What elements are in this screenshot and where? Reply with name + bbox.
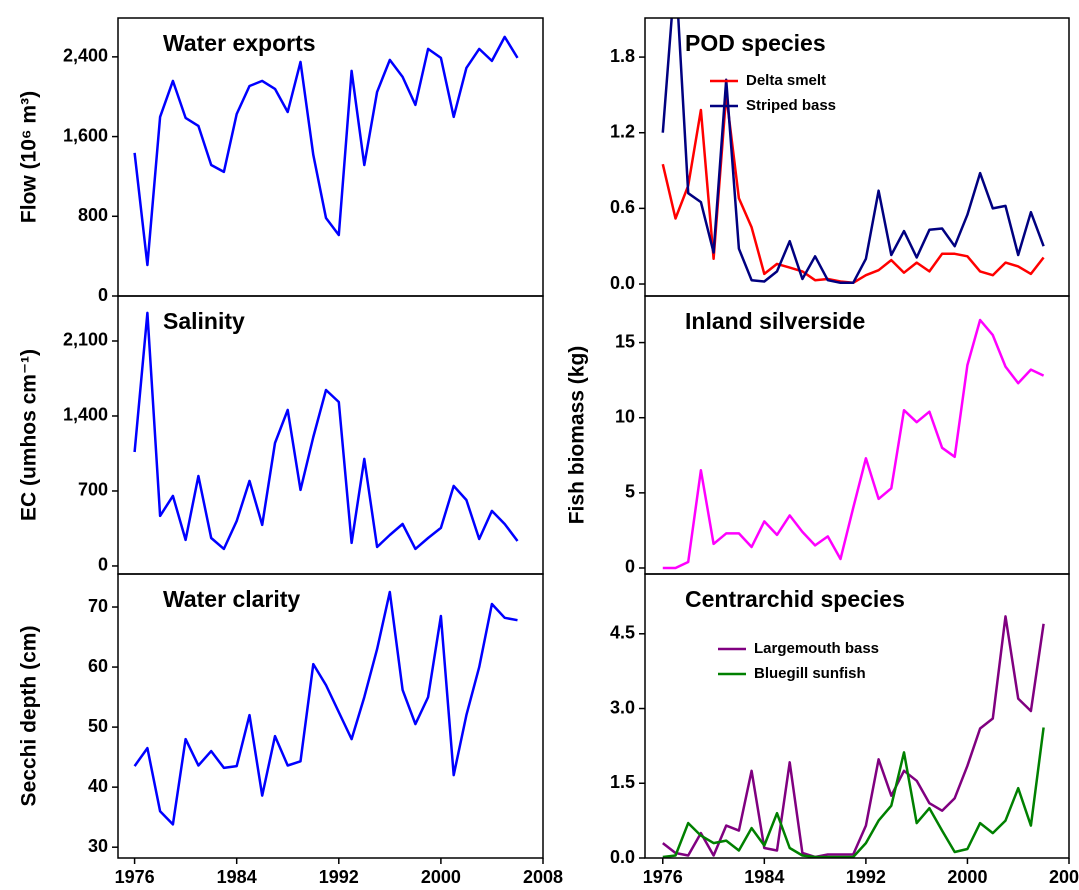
legend-label: Bluegill sunfish [754, 665, 866, 682]
y-tick-label: 1,400 [63, 405, 108, 425]
y-axis-label: Flow (10⁶ m³) [18, 91, 41, 223]
plot-frame [117, 17, 544, 297]
y-tick-label: 3.0 [610, 697, 635, 717]
y-tick-label: 0 [625, 557, 635, 577]
y-tick-label: 1.8 [610, 46, 635, 66]
panel: 0.0 1.5 3.0 4.5 1976 1984 1992 2000 2008 Centrarc… [610, 573, 1079, 887]
y-tick-label: 10 [615, 406, 635, 426]
x-tick-label: 2000 [947, 867, 987, 887]
y-tick-label: 0 [98, 285, 108, 305]
plot-frame [117, 295, 544, 575]
panel: 0.0 0.6 1.2 1.8 POD species Delta smelt Stripe… [610, 17, 1070, 297]
plot-frame [644, 295, 1070, 575]
y-tick-label: 800 [78, 205, 108, 225]
x-tick-label: 2008 [523, 867, 563, 887]
y-tick-label: 0.6 [610, 197, 635, 217]
x-tick-label: 1976 [643, 867, 683, 887]
panel: 0 800 1,600 2,400 Water exports Flow (10⁶ m³) [18, 17, 544, 305]
y-tick-label: 1.5 [610, 772, 635, 792]
legend-label: Striped bass [746, 97, 836, 114]
y-axis-label: Secchi depth (cm) [18, 626, 41, 807]
panel-title: Water exports [163, 30, 316, 56]
y-tick-label: 700 [78, 480, 108, 500]
y-axis-label: EC (umhos cm⁻¹) [18, 349, 41, 521]
y-tick-label: 5 [625, 482, 635, 502]
y-tick-label: 0 [98, 555, 108, 575]
panel-title: Salinity [163, 308, 245, 334]
x-tick-label: 1984 [217, 867, 257, 887]
panel-title: POD species [685, 30, 826, 56]
y-tick-label: 2,100 [63, 330, 108, 350]
panel: 30 40 50 60 70 1976 1984 1992 2000 2008 Water clar… [18, 573, 563, 887]
plot-frame [117, 573, 544, 859]
legend-label: Largemouth bass [754, 640, 879, 657]
data-line [133, 590, 518, 826]
x-tick-label: 2008 [1049, 867, 1079, 887]
x-tick-label: 1992 [846, 867, 886, 887]
y-tick-label: 70 [88, 596, 108, 616]
y-tick-label: 0.0 [610, 847, 635, 867]
panel-title: Centrarchid species [685, 586, 905, 612]
panel-title: Inland silverside [685, 308, 865, 334]
panel: 0 700 1,400 2,100 Salinity EC (umhos cm⁻¹) [18, 295, 544, 575]
x-tick-label: 1992 [319, 867, 359, 887]
data-line [133, 35, 519, 267]
y-tick-label: 30 [88, 836, 108, 856]
y-tick-label: 0.0 [610, 273, 635, 293]
y-tick-label: 1,600 [63, 125, 108, 145]
y-tick-label: 1.2 [610, 121, 635, 141]
plot-frame [644, 573, 1070, 859]
y-tick-label: 2,400 [63, 46, 108, 66]
x-tick-label: 1984 [744, 867, 784, 887]
panel-title: Water clarity [163, 586, 300, 612]
plot-frame [644, 17, 1070, 297]
y-tick-label: 40 [88, 776, 108, 796]
data-line [662, 318, 1045, 570]
panel: 0 5 10 15 Inland silverside Fish biomass (kg) [566, 295, 1070, 577]
y-tick-label: 50 [88, 716, 108, 736]
x-tick-label: 1976 [115, 867, 155, 887]
y-tick-label: 4.5 [610, 623, 635, 643]
data-line [662, 615, 1045, 858]
data-line [133, 311, 519, 551]
data-line [662, 727, 1045, 858]
y-axis-label: Fish biomass (kg) [566, 346, 589, 525]
legend-label: Delta smelt [746, 72, 826, 89]
y-tick-label: 15 [615, 331, 635, 351]
y-tick-label: 60 [88, 656, 108, 676]
x-tick-label: 2000 [421, 867, 461, 887]
